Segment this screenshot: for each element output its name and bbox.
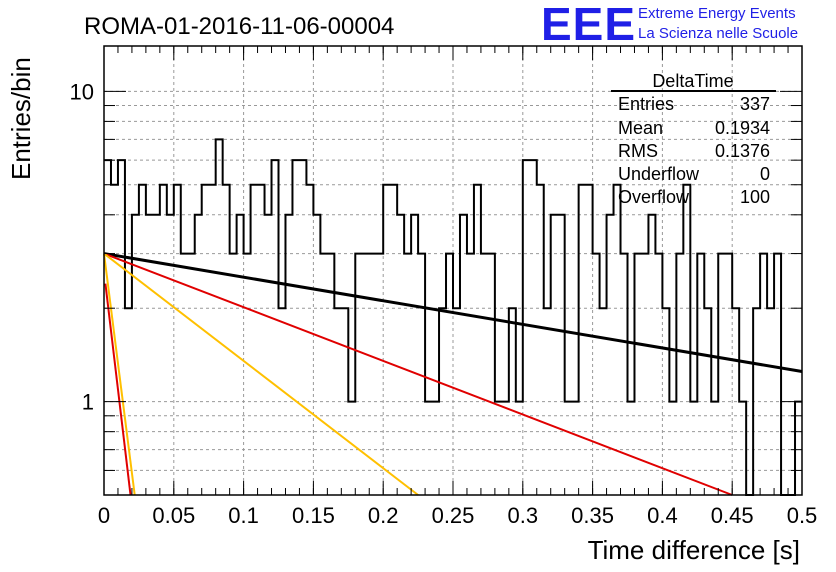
axes: 0 0.05 0.1 0.15 0.2 0.25 0.3 0.35 0.4 0.45 0.5 1 10	[70, 45, 818, 528]
x-tick-label: 0.25	[432, 503, 475, 528]
y-tick-label: 1	[82, 390, 94, 415]
histogram	[104, 138, 802, 496]
plot-frame	[103, 45, 803, 496]
logo-line-1: Extreme Energy Events	[638, 5, 796, 22]
x-axis-title: Time difference [s]	[588, 535, 800, 565]
x-tick-label: 0	[98, 503, 110, 528]
stats-value-mean: 0.1934	[715, 118, 770, 138]
fit-line-orange	[103, 253, 136, 496]
y-tick-label: 10	[70, 79, 94, 104]
x-tick-label: 0.4	[647, 503, 678, 528]
eee-logo: EEE Extreme Energy Events La Scienza nel…	[541, 0, 798, 50]
x-tick-label: 0.1	[228, 503, 259, 528]
x-tick-label: 0.35	[571, 503, 614, 528]
stats-title: DeltaTime	[652, 71, 733, 91]
x-tick-label: 0.15	[292, 503, 335, 528]
stats-box: DeltaTime Entries 337 Mean 0.1934 RMS 0.…	[611, 71, 776, 207]
logo-letters: EEE	[541, 0, 636, 50]
stats-value-overflow: 100	[740, 187, 770, 207]
histogram-outline	[104, 138, 802, 496]
stats-value-rms: 0.1376	[715, 141, 770, 161]
fit-line-red	[103, 252, 733, 496]
x-tick-label: 0.5	[787, 503, 818, 528]
stats-value-underflow: 0	[760, 164, 770, 184]
stats-label-entries: Entries	[618, 94, 674, 114]
stats-label-overflow: Overflow	[618, 187, 690, 207]
fit-line-black	[103, 252, 803, 374]
fit-line-orange	[103, 252, 419, 496]
logo-line-2: La Scienza nelle Scuole	[638, 25, 798, 42]
y-axis-title: Entries/bin	[6, 57, 36, 180]
x-tick-label: 0.3	[508, 503, 539, 528]
fit-line-red	[104, 283, 132, 496]
stats-value-entries: 337	[740, 94, 770, 114]
x-tick-label: 0.2	[368, 503, 399, 528]
stats-label-rms: RMS	[618, 141, 658, 161]
chart-title: ROMA-01-2016-11-06-00004	[84, 13, 394, 40]
x-tick-label: 0.05	[152, 503, 195, 528]
stats-label-mean: Mean	[618, 118, 663, 138]
stats-label-underflow: Underflow	[618, 164, 700, 184]
fit-lines	[103, 252, 803, 496]
x-tick-label: 0.45	[711, 503, 754, 528]
